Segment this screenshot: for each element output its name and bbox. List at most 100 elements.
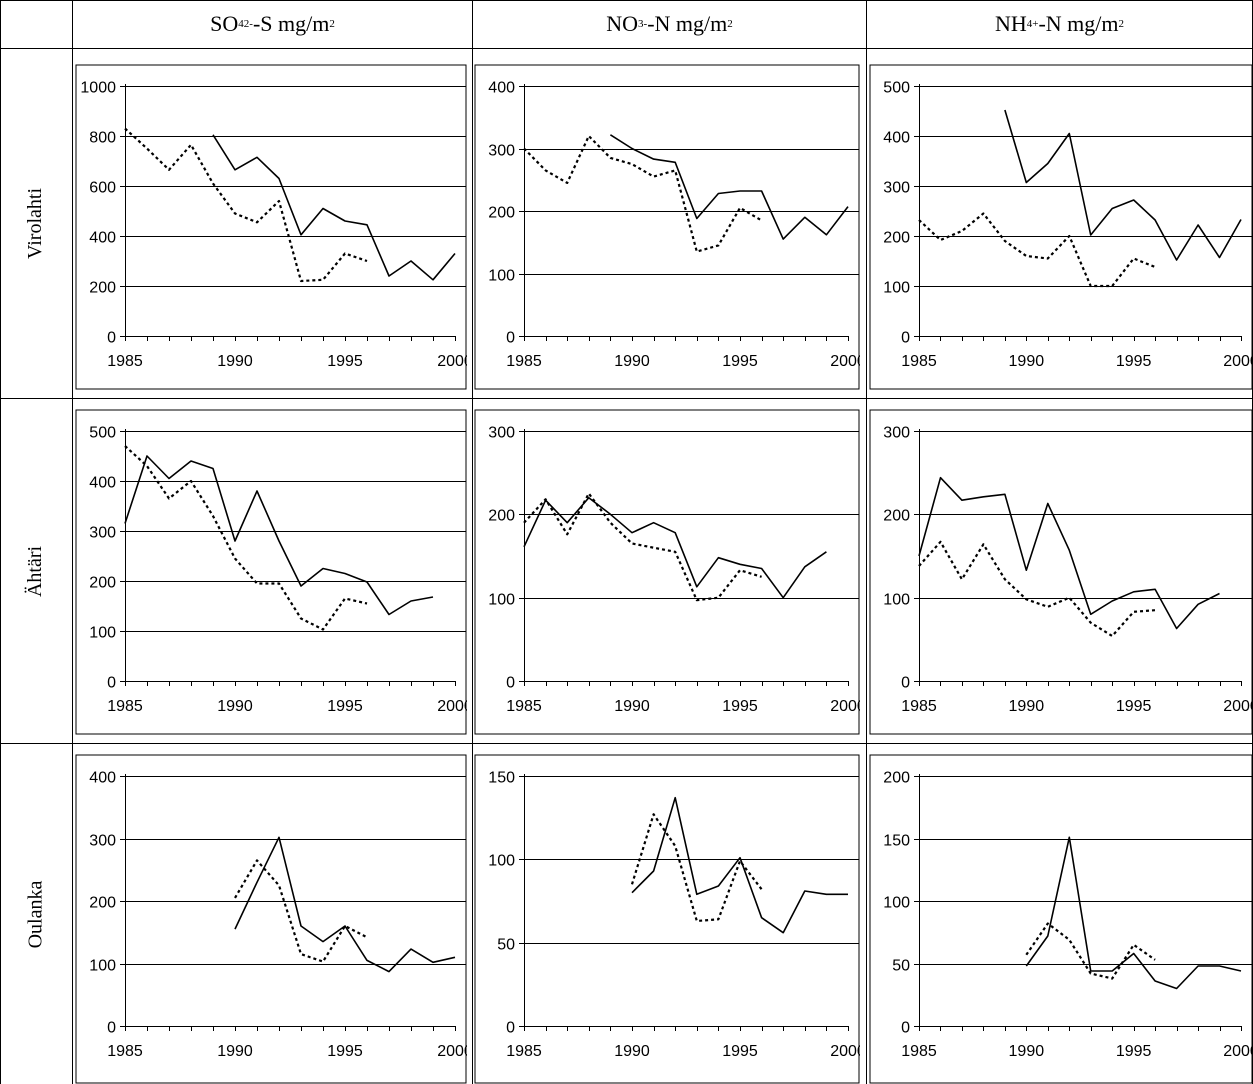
dotted-series-line [918,212,1156,288]
x-tick-label: 1995 [327,1043,363,1060]
dotted-series-line [1025,922,1156,980]
x-tick-label: 1985 [107,1043,143,1060]
column-header-superscript: - [643,18,648,30]
y-tick-label: 150 [488,770,515,787]
x-tick-label: 1990 [217,698,253,715]
y-tick-label: 0 [506,675,515,692]
row-header-virolahti: Virolahti [0,49,72,398]
row-header-label: Ähtäri [24,545,47,597]
x-tick-label: 1990 [217,1043,253,1060]
y-tick-label: 500 [89,425,116,442]
row-header-label: Virolahti [24,187,47,260]
chart-frame [474,409,860,735]
table-col-divider [72,0,73,1084]
y-tick-label: 100 [89,625,116,642]
column-header-text: NH [994,11,1027,36]
table-row-divider [0,398,1253,399]
x-tick-label: 1995 [1116,353,1152,370]
y-tick-label: 400 [883,130,910,147]
x-tick-label: 1985 [107,698,143,715]
x-tick-label: 1995 [327,698,363,715]
y-tick-label: 300 [89,833,116,850]
y-tick-label: 800 [89,130,116,147]
column-header-text: NO [606,11,639,36]
y-tick-label: 0 [506,330,515,347]
solid-series-line [609,134,849,240]
y-tick-label: 1000 [80,80,116,97]
x-tick-label: 1995 [722,353,758,370]
solid-series-line [523,496,827,599]
y-tick-label: 100 [883,895,910,912]
y-tick-label: 0 [107,330,116,347]
solid-series-line [234,836,456,973]
x-tick-label: 1995 [722,698,758,715]
y-tick-label: 150 [883,833,910,850]
x-tick-label: 1990 [614,353,650,370]
dotted-series-line [124,445,368,631]
chart-frame [75,64,467,390]
y-tick-label: 100 [488,853,515,870]
solid-series-line [631,796,848,934]
solid-series-line [124,455,434,616]
column-header-subscript: 4 [238,18,244,30]
dotted-series-line [918,540,1156,638]
y-tick-label: 200 [89,895,116,912]
chart-frame [869,409,1253,735]
x-tick-label: 1985 [901,353,937,370]
y-tick-label: 200 [89,280,116,297]
x-tick-label: 1985 [901,1043,937,1060]
y-tick-label: 600 [89,180,116,197]
y-tick-label: 400 [89,770,116,787]
y-tick-label: 0 [107,1020,116,1037]
column-header-no3: NO 3- -N mg/m 2 [473,2,866,46]
y-tick-label: 0 [901,675,910,692]
y-tick-label: 50 [892,958,910,975]
column-header-superscript: 2- [243,18,253,30]
table-row-divider [0,743,1253,744]
column-header-unit-exponent: 2 [329,18,335,30]
chart-frame [869,754,1253,1084]
column-header-unit: -S mg/m [252,11,330,36]
y-tick-label: 0 [901,330,910,347]
chart-frame [474,64,860,390]
y-tick-label: 200 [883,508,910,525]
dotted-series-line [124,127,368,283]
y-tick-label: 300 [883,425,910,442]
table-col-divider [472,0,473,1084]
x-tick-label: 1990 [1009,1043,1045,1060]
column-header-nh4: NH 4 + -N mg/m 2 [867,2,1252,46]
y-tick-label: 500 [883,80,910,97]
row-header-ahtari: Ähtäri [0,399,72,743]
x-tick-label: 1985 [506,698,542,715]
solid-series-line [918,476,1220,630]
chart-frame [474,754,860,1084]
column-header-unit-exponent: 2 [1118,18,1125,30]
y-tick-label: 100 [883,280,910,297]
column-header-so4: SO 4 2- -S mg/m 2 [73,2,472,46]
column-header-superscript: + [1032,18,1039,30]
y-tick-label: 0 [107,675,116,692]
y-tick-label: 300 [488,425,515,442]
x-tick-label: 1990 [614,1043,650,1060]
chart-frame [869,64,1253,390]
x-tick-label: 1995 [1116,698,1152,715]
table-border-left [0,0,1,1084]
y-tick-label: 100 [488,592,515,609]
chart-frame [75,754,467,1084]
y-tick-label: 400 [89,475,116,492]
y-tick-label: 0 [901,1020,910,1037]
y-tick-label: 200 [883,230,910,247]
y-tick-label: 400 [89,230,116,247]
y-tick-label: 200 [488,508,515,525]
y-tick-label: 200 [883,770,910,787]
